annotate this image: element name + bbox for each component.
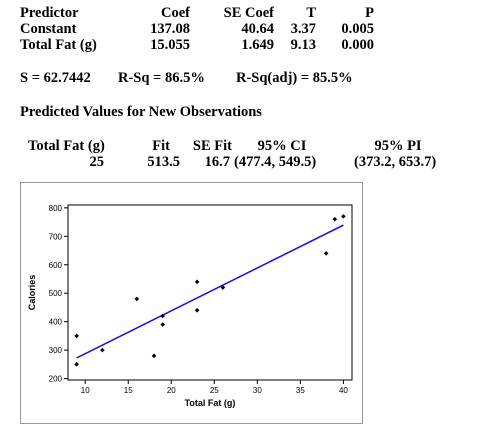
se-coef-header: SE Coef: [223, 5, 274, 21]
scatter-chart-frame: 10 15 20 25 30 35 40 200 300 400 500 600 700 800 Tot…: [20, 182, 363, 424]
data-point: [134, 296, 140, 302]
y-tick-label: 800: [49, 204, 63, 213]
y-axis-label: Calories: [27, 275, 37, 311]
constant-t: 3.37: [290, 21, 316, 37]
data-point: [194, 307, 200, 313]
total-fat-label: Total Fat (g): [20, 37, 97, 53]
rsq-adj-value: R-Sq(adj) = 85.5%: [236, 70, 353, 86]
data-point: [220, 285, 226, 290]
x-axis-label: Total Fat (g): [185, 398, 236, 408]
data-point: [74, 333, 79, 339]
constant-p: 0.005: [341, 21, 374, 37]
pred-header-se-fit: SE Fit: [192, 138, 232, 154]
pred-header-ci: 95% CI: [257, 138, 307, 154]
y-tick-label: 300: [49, 346, 63, 355]
s-value: S = 62.7442: [20, 70, 91, 86]
constant-label: Constant: [20, 21, 77, 37]
total-fat-p: 0.000: [341, 37, 374, 53]
x-tick-label: 25: [210, 386, 219, 395]
x-tick-label: 40: [339, 386, 348, 395]
pred-value-fit: 513.5: [147, 154, 180, 170]
data-points: [74, 214, 346, 367]
rsq-value: R-Sq = 86.5%: [118, 70, 205, 86]
data-point: [100, 347, 105, 353]
scatter-chart: 10 15 20 25 30 35 40 200 300 400 500 600 700 800 Tot…: [27, 204, 353, 408]
p-header: P: [365, 5, 374, 21]
constant-coef: 137.08: [150, 21, 190, 37]
plot-area: [67, 204, 353, 381]
pred-header-fit: Fit: [152, 138, 170, 154]
pred-value-fat: 25: [89, 154, 105, 170]
x-axis: 10 15 20 25 30 35 40: [81, 380, 348, 395]
x-tick-label: 15: [124, 386, 133, 395]
y-tick-label: 600: [49, 261, 63, 270]
data-point: [160, 313, 165, 319]
y-tick-label: 200: [49, 375, 63, 384]
data-point: [151, 353, 157, 359]
data-point: [332, 216, 338, 222]
coef-header: Coef: [161, 5, 190, 21]
t-header: T: [306, 5, 316, 21]
data-point: [341, 214, 346, 219]
y-tick-label: 400: [49, 318, 63, 327]
x-tick-label: 20: [167, 386, 176, 395]
pred-value-pi: (373.2, 653.7): [354, 154, 437, 170]
x-tick-label: 30: [253, 386, 262, 395]
y-axis: 200 300 400 500 600 700 800: [49, 204, 68, 384]
pred-header-fat: Total Fat (g): [28, 138, 105, 154]
pred-value-se-fit: 16.7: [204, 154, 230, 170]
total-fat-coef: 15.055: [150, 37, 190, 53]
data-point: [323, 251, 329, 256]
predictor-header: Predictor: [20, 5, 79, 21]
data-point: [160, 322, 165, 327]
pred-header-pi: 95% PI: [374, 138, 422, 154]
y-tick-label: 500: [49, 289, 63, 298]
prediction-title: Predicted Values for New Observations: [20, 104, 262, 120]
y-tick-label: 700: [49, 232, 63, 241]
total-fat-se-coef: 1.649: [241, 37, 274, 53]
x-tick-label: 35: [296, 386, 305, 395]
data-point: [74, 362, 79, 367]
regression-line: [76, 224, 344, 359]
data-point: [194, 279, 200, 285]
constant-se-coef: 40.64: [241, 21, 274, 37]
pred-value-ci: (477.4, 549.5): [234, 154, 317, 170]
x-tick-label: 10: [81, 386, 90, 395]
total-fat-t: 9.13: [290, 37, 316, 53]
